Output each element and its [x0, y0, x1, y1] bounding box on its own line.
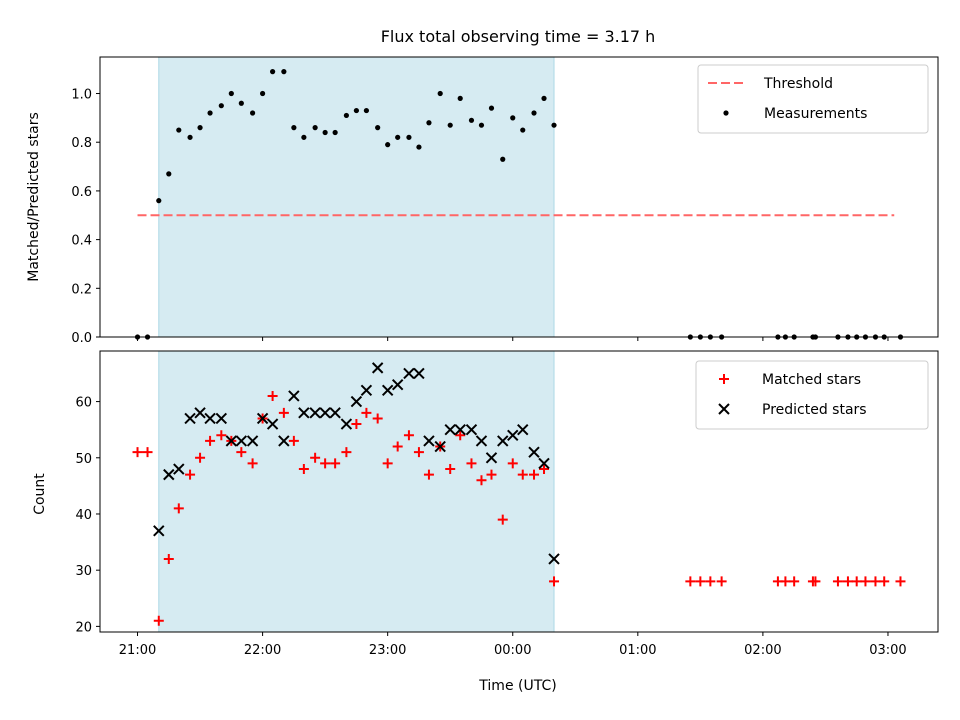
top-y-tick-label: 0.6 [71, 185, 92, 200]
bottom-y-tick-label: 40 [75, 508, 92, 523]
top-measurement-point [229, 91, 234, 96]
bottom-y-tick-label: 50 [75, 452, 92, 467]
matched-star-point [843, 576, 853, 586]
top-highlight-span [159, 57, 554, 337]
top-measurement-point [395, 135, 400, 140]
x-tick-label: 23:00 [369, 643, 406, 658]
top-y-axis-label: Matched/Predicted stars [26, 112, 42, 282]
top-measurement-point [551, 123, 556, 128]
x-tick-label: 02:00 [744, 643, 781, 658]
top-measurement-point [333, 130, 338, 135]
top-measurement-point [385, 142, 390, 147]
predicted-stars-legend-label: Predicted stars [762, 402, 867, 418]
top-measurement-point [354, 108, 359, 113]
matched-star-point [852, 576, 862, 586]
top-measurement-point [219, 103, 224, 108]
top-measurement-point [541, 96, 546, 101]
x-tick-label: 22:00 [244, 643, 281, 658]
matched-star-point [780, 576, 790, 586]
top-measurement-point [416, 144, 421, 149]
matched-star-point [717, 576, 727, 586]
top-measurement-point [426, 120, 431, 125]
top-measurement-point [197, 125, 202, 130]
x-tick-label: 03:00 [869, 643, 906, 658]
matched-star-point [695, 576, 705, 586]
top-measurement-point [187, 135, 192, 140]
bottom-panel: 20 30 40 50 60 21:00 22:00 23:00 00:00 01:00 02:00… [75, 351, 938, 658]
top-measurement-point [489, 106, 494, 111]
top-measurement-point [281, 69, 286, 74]
top-measurement-point [323, 130, 328, 135]
top-measurement-point [166, 171, 171, 176]
matched-star-point [685, 576, 695, 586]
top-measurement-point [207, 110, 212, 115]
x-tick-label: 01:00 [619, 643, 656, 658]
threshold-legend-label: Threshold [763, 76, 833, 92]
bottom-y-tick-label: 30 [75, 564, 92, 579]
top-y-tick-label: 1.0 [71, 88, 92, 103]
top-measurement-point [344, 113, 349, 118]
top-measurement-point [469, 118, 474, 123]
top-measurement-point [239, 101, 244, 106]
matched-star-point [143, 447, 153, 457]
top-measurement-point [260, 91, 265, 96]
x-tick-label: 00:00 [494, 643, 531, 658]
top-y-tick-label: 0.4 [71, 234, 92, 249]
top-y-tick-label: 0.2 [71, 282, 92, 297]
top-measurement-point [375, 125, 380, 130]
top-measurement-point [313, 125, 318, 130]
chart-canvas: Flux total observing time = 3.17 h Match… [0, 0, 960, 720]
top-measurement-point [458, 96, 463, 101]
top-measurement-point [531, 110, 536, 115]
top-measurement-point [500, 157, 505, 162]
top-panel: 0.0 0.2 0.4 0.6 0.8 1.0 Threshold Measurements [71, 57, 938, 346]
top-measurement-point [301, 135, 306, 140]
matched-star-point [833, 576, 843, 586]
matched-stars-legend-label: Matched stars [762, 372, 861, 388]
top-measurement-point [364, 108, 369, 113]
matched-star-point [870, 576, 880, 586]
matched-star-point [879, 576, 889, 586]
top-measurement-point [438, 91, 443, 96]
top-y-tick-label: 0.0 [71, 331, 92, 346]
top-measurement-point [156, 198, 161, 203]
top-measurement-point [250, 110, 255, 115]
top-measurement-point [520, 127, 525, 132]
x-axis-label: Time (UTC) [478, 678, 556, 694]
top-measurement-point [176, 127, 181, 132]
matched-star-point [895, 576, 905, 586]
matched-star-point [860, 576, 870, 586]
matched-star-point [789, 576, 799, 586]
chart-title: Flux total observing time = 3.17 h [381, 27, 656, 46]
top-measurement-point [479, 123, 484, 128]
top-measurement-point [406, 135, 411, 140]
bottom-y-tick-label: 20 [75, 620, 92, 635]
chart-figure: Flux total observing time = 3.17 h Match… [0, 0, 960, 720]
top-measurement-point [448, 123, 453, 128]
top-y-tick-label: 0.8 [71, 136, 92, 151]
measurements-legend-swatch [723, 110, 728, 115]
measurements-legend-label: Measurements [764, 106, 867, 122]
matched-star-point [133, 447, 143, 457]
top-measurement-point [510, 115, 515, 120]
bottom-highlight-span [159, 351, 554, 632]
bottom-y-tick-label: 60 [75, 396, 92, 411]
top-measurement-point [291, 125, 296, 130]
bottom-y-axis-label: Count [32, 473, 48, 515]
x-tick-label: 21:00 [119, 643, 156, 658]
matched-star-point [705, 576, 715, 586]
top-measurement-point [270, 69, 275, 74]
